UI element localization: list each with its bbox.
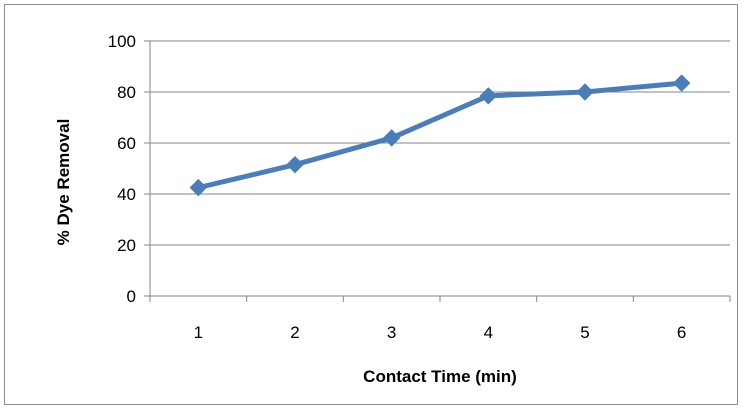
- series-group: [189, 74, 691, 197]
- x-tick-label: 2: [290, 323, 299, 342]
- x-tick-label: 5: [580, 323, 589, 342]
- data-point-marker: [576, 83, 594, 101]
- chart-frame: [4, 4, 738, 405]
- x-tick-label: 6: [677, 323, 686, 342]
- data-point-marker: [479, 87, 498, 105]
- x-axis-title: Contact Time (min): [363, 367, 517, 386]
- data-point-marker: [382, 129, 401, 147]
- data-point-marker: [189, 178, 208, 197]
- y-tick-label: 60: [117, 134, 136, 153]
- x-tick-label: 4: [484, 323, 493, 342]
- y-tick-label: 40: [117, 185, 136, 204]
- x-tick-label: 1: [194, 323, 203, 342]
- y-tick-label: 20: [117, 236, 136, 255]
- y-tick-label: 100: [108, 32, 136, 51]
- x-tick-label: 3: [387, 323, 396, 342]
- y-tick-label: 80: [117, 83, 136, 102]
- gridlines: [150, 40, 730, 246]
- tick-labels: 0 20 40 60 80 100 1 2 3 4 5 6: [108, 32, 687, 342]
- data-point-marker: [286, 155, 304, 174]
- axes: [144, 40, 731, 302]
- series-line: [195, 80, 685, 191]
- data-point-marker: [672, 74, 691, 92]
- y-axis-title: % Dye Removal: [54, 119, 73, 246]
- y-tick-label: 0: [127, 287, 136, 306]
